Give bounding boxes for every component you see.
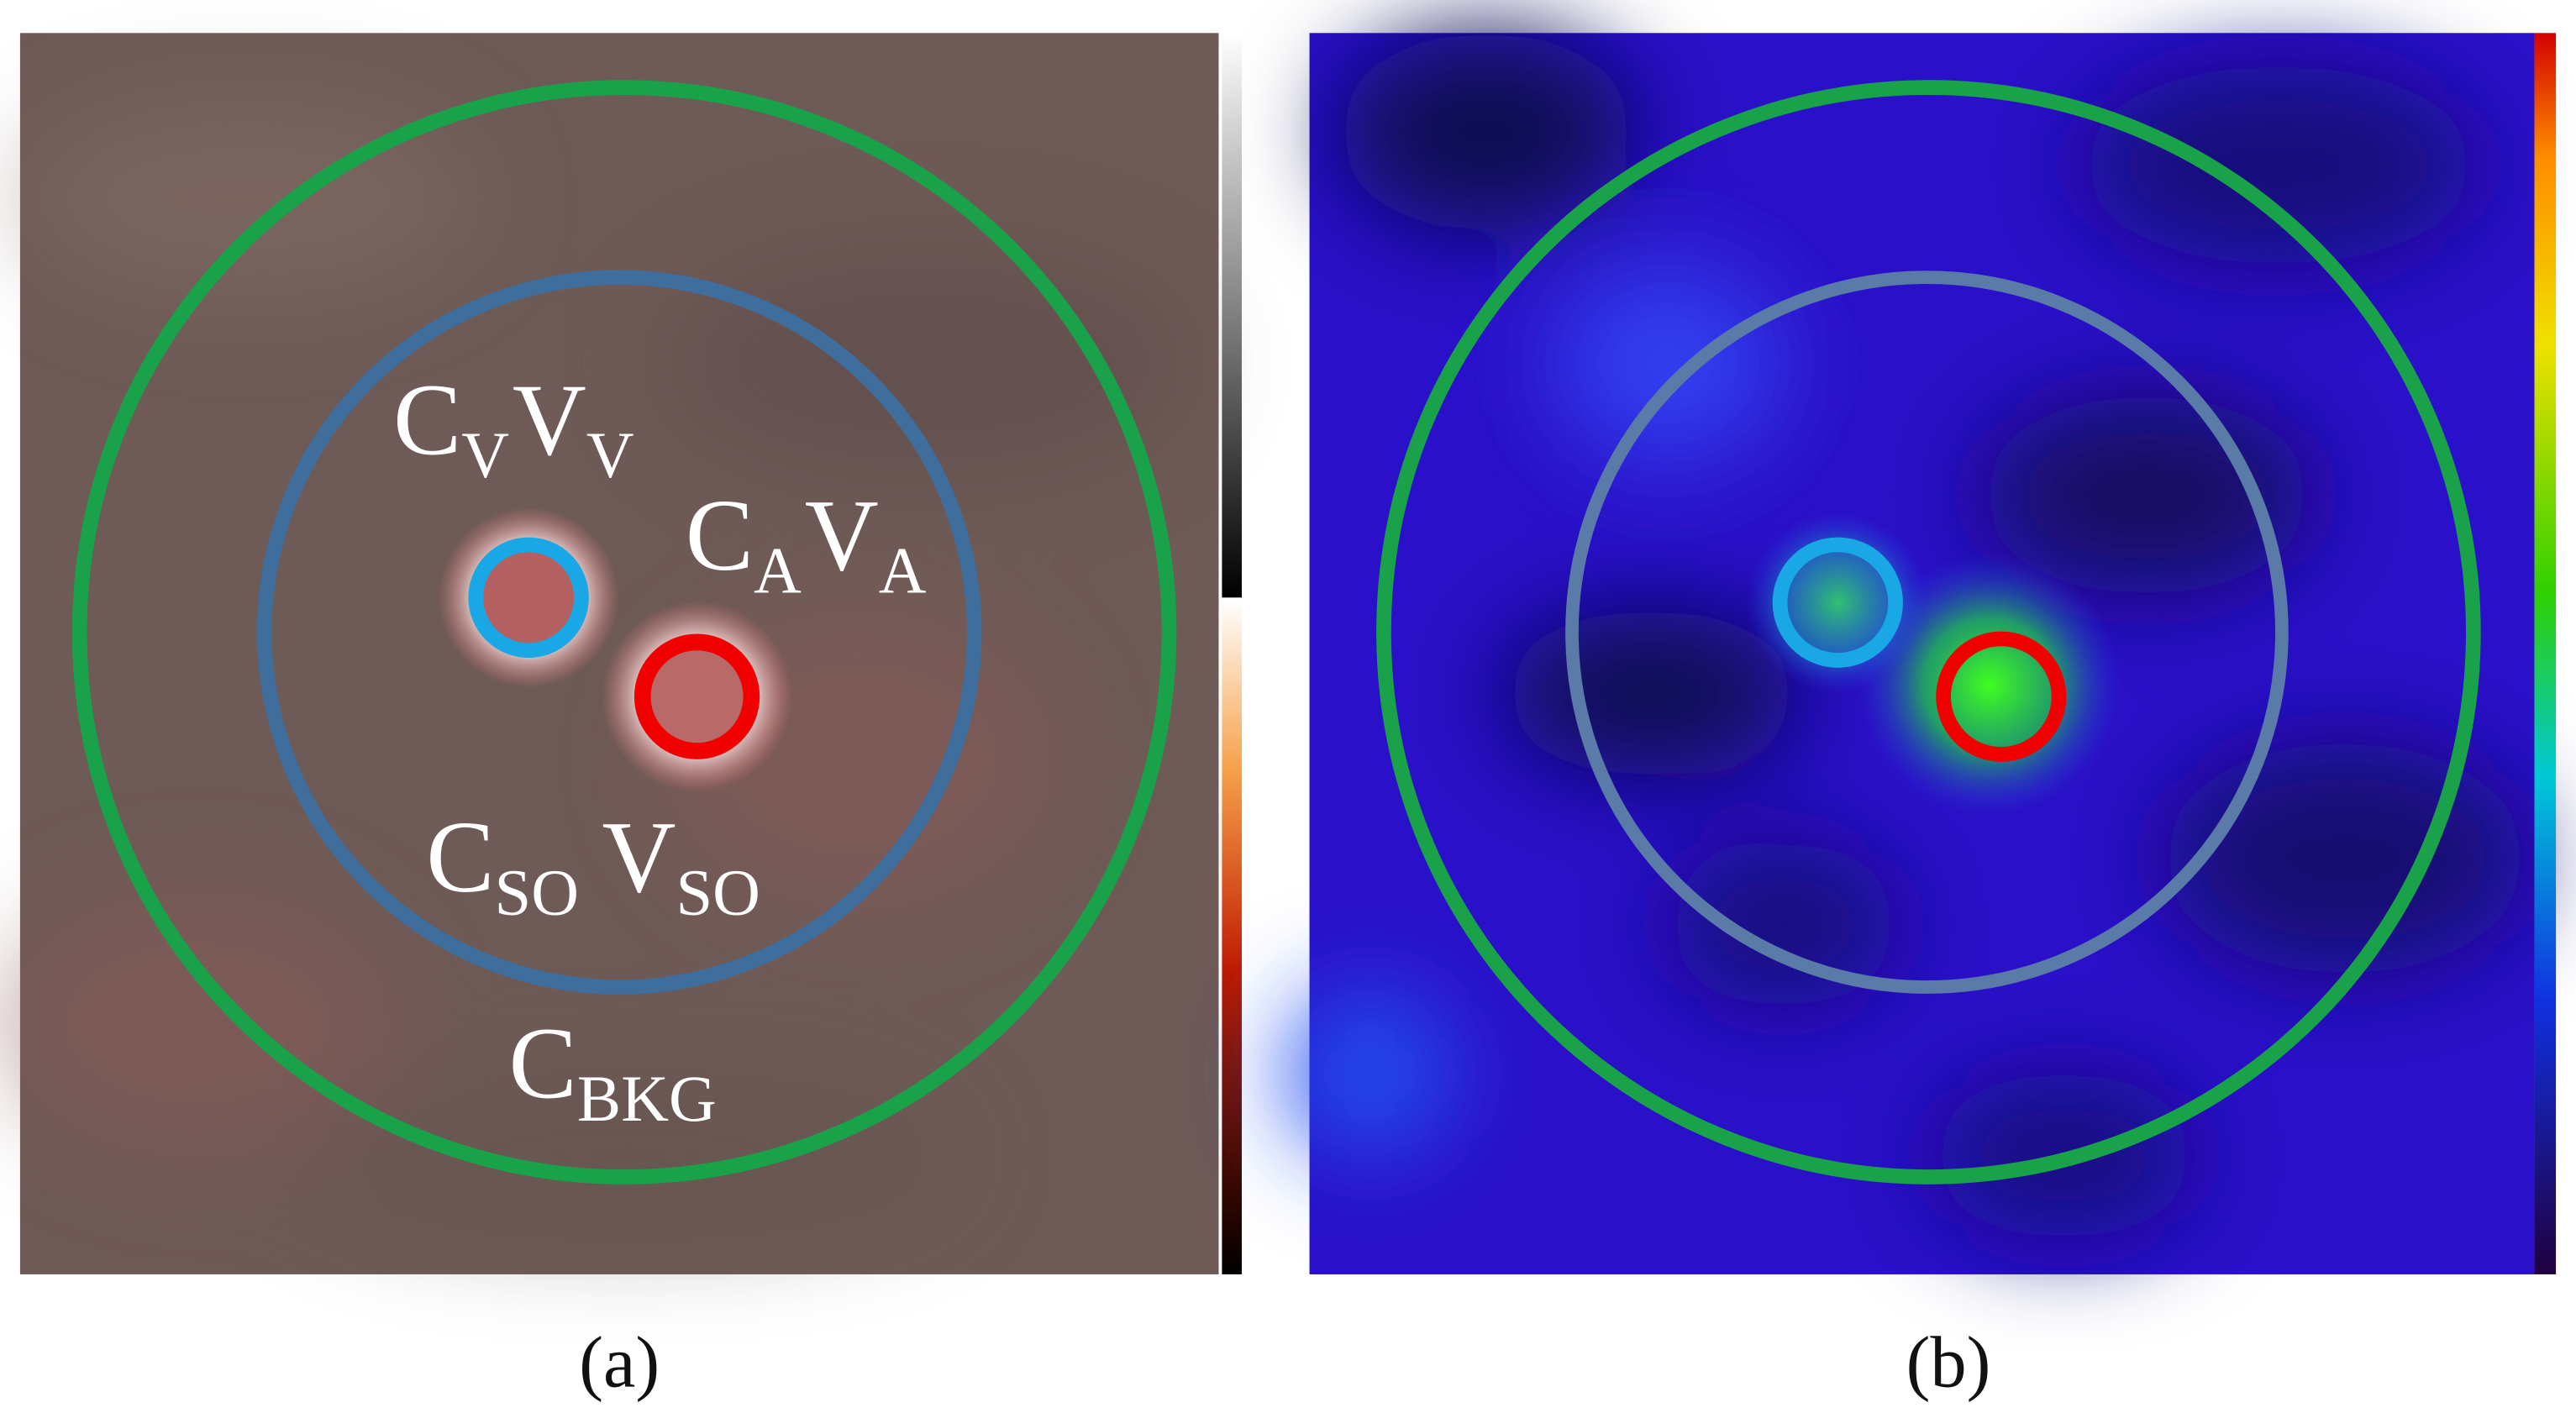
annotation-main: C [393, 363, 461, 476]
annotation-main: C [686, 479, 754, 592]
caption: (b) [1906, 1322, 1991, 1403]
annotation: CVVV [393, 363, 634, 491]
roi-circle [1936, 631, 2067, 762]
roi-circle [256, 270, 982, 995]
roi-circle [468, 537, 589, 659]
caption: (a) [579, 1322, 660, 1403]
colorbar-rainbow [2534, 33, 2557, 1274]
texture [1288, 33, 2526, 1238]
colorbar-hot [1222, 601, 1242, 1274]
annotation-sub: SO [495, 856, 579, 929]
annotation-main: V [602, 801, 676, 914]
roi-circle [633, 633, 760, 759]
annotation-sub: V [461, 418, 509, 491]
annotation-main: V [805, 479, 879, 592]
annotation: CSO VSO [426, 801, 760, 929]
annotation-sub: A [754, 533, 802, 607]
annotation-main: V [513, 363, 586, 476]
roi-circle [1376, 80, 2481, 1185]
annotation-sub: BKG [577, 1062, 717, 1135]
colorbar-gray [1222, 33, 1242, 598]
roi-circle [1772, 537, 1903, 668]
annotation-sub: V [586, 418, 634, 491]
annotation: CAVA [686, 479, 927, 607]
roi-circle [1565, 271, 2289, 994]
annotation-main: C [426, 801, 494, 914]
annotation: CBKG [509, 1007, 717, 1136]
panel-b: (b) [1288, 33, 2557, 1403]
annotation-sub: SO [676, 856, 760, 929]
roi-circle [71, 80, 1177, 1185]
annotation-main: C [509, 1007, 577, 1121]
annotation-sub: A [879, 533, 927, 607]
